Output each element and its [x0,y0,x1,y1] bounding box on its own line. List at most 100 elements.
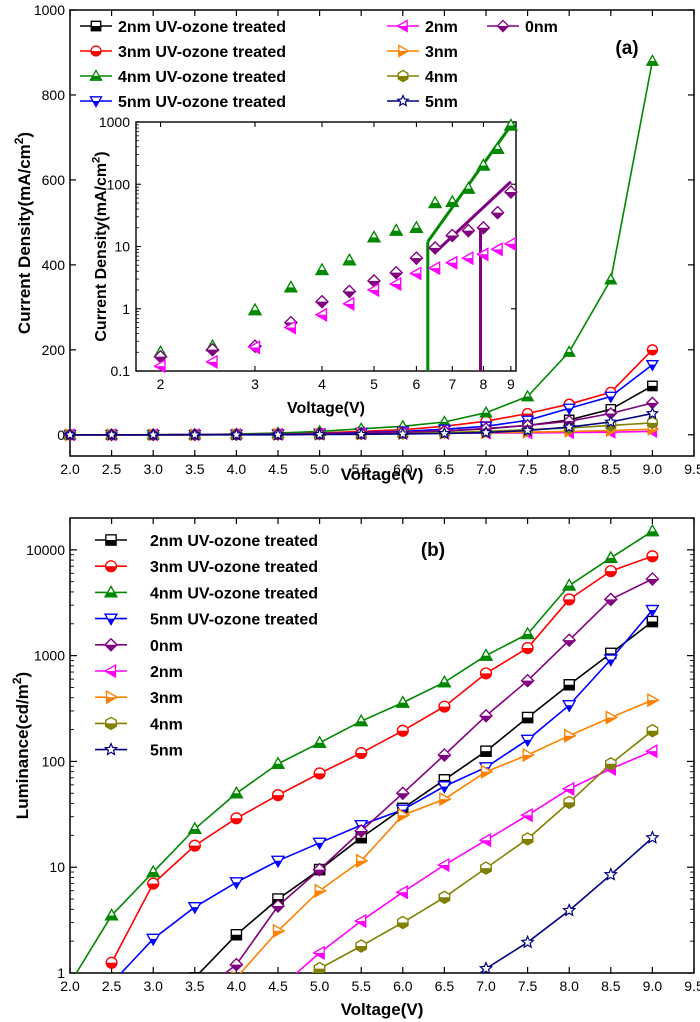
panel-b-point-shape [355,830,368,837]
panel-a-point-shape [229,427,244,441]
panel-a-xtick-label: 7.0 [476,461,496,477]
panel-b-point [520,734,535,748]
panel-b-point-shape [562,633,577,648]
panel-a-point [645,54,659,66]
panel-b-legend-marker [105,716,117,731]
panel-b-point [562,700,577,713]
panel-b-xtick-label: 3.0 [143,978,163,994]
panel-b-point [521,832,534,846]
panel-b-series-line [311,730,653,973]
panel-b-point [478,833,492,848]
panel-b-point-shape [230,812,243,825]
inset-point-shape [490,242,503,257]
panel-a-legend-marker-shape [396,93,410,107]
panel-b-point [354,824,369,838]
panel-b-point [272,923,286,938]
panel-a-point [520,423,535,437]
inset-point-shape [491,148,504,154]
panel-b-point-shape [397,915,409,930]
panel-b-point-shape [645,572,660,586]
panel-b-point [313,767,326,780]
inset-point [389,265,404,280]
panel-b-point-shape [397,922,408,929]
panel-b-point-shape [603,592,618,607]
panel-b-point-shape [230,929,243,941]
inset-point-shape [503,236,517,251]
panel-a-legend-label: 0nm [525,19,558,36]
panel-b-point-shape [146,933,161,947]
panel-b-point [645,830,660,844]
panel-b-point-shape [480,751,492,757]
panel-b-label: (b) [421,540,445,561]
panel-b-point-shape [647,693,660,708]
inset-point [366,282,380,298]
panel-b-point [188,839,201,852]
panel-b-point-shape [395,885,408,900]
inset-point-shape [429,202,442,208]
panel-b-point-shape [561,781,575,796]
panel-b-point-shape [522,838,533,845]
panel-b-legend-label: 0nm [150,638,183,655]
inset-point [247,302,263,316]
inset-point-shape [283,280,298,293]
panel-b-point [396,724,409,737]
panel-a-point-shape [563,351,575,357]
panel-b-point-shape [229,786,244,799]
inset-point-shape [461,181,476,194]
inset-point-shape [490,205,505,220]
inset-point-shape [314,307,328,322]
panel-b-xtick-label: 4.0 [227,978,247,994]
panel-b-point-shape [521,634,534,639]
panel-b-point [229,877,244,890]
panel-b-point-shape [604,557,617,563]
panel-b-point [105,956,118,969]
panel-a-legend-label: 3nm [425,44,458,61]
panel-a-point [562,403,576,416]
panel-b-point-shape [438,755,451,761]
panel-b-xtick-label: 8.5 [601,978,621,994]
panel-b: 2.0 2.5 3.0 3.5 4.0 4.5 5.0 5.5 6.0 6.5 7.0 7.5 8.0 8… [10,517,700,1019]
panel-a-point-shape [521,389,535,402]
panel-a-point-shape [607,396,614,402]
panel-b-point [146,864,161,878]
panel-b-point [395,786,410,801]
inset-point-shape [477,227,490,234]
panel-b-point-shape [104,908,119,921]
panel-b-point-shape [520,734,535,748]
panel-a-legend-marker [397,69,409,83]
inset-xtick-label: 7 [448,376,456,392]
panel-b-point-shape [646,724,659,738]
panel-a-point-shape [480,412,492,417]
panel-b-point-shape [356,837,367,843]
panel-b-point-shape [270,756,286,769]
panel-b-xtick-label: 7.5 [518,978,538,994]
inset-xtick-label: 4 [318,376,326,392]
panel-b-point-shape [230,964,243,971]
panel-a-ytick-label: 400 [42,257,66,273]
panel-b-point-shape [272,763,284,769]
panel-b-point-shape [396,793,409,800]
inset-ytick-label: 1 [122,301,130,317]
panel-b-point-shape [188,839,201,852]
panel-b-xtick-label: 2.5 [102,978,122,994]
panel-b-point [270,855,286,869]
panel-b-legend-marker-shape [105,592,117,597]
inset-point [476,158,491,171]
panel-b-ytick-label: 1 [57,965,65,981]
panel-b-point-shape [395,786,410,801]
panel-a-point-shape [604,414,618,428]
panel-a-point [104,427,119,441]
panel-b-point [562,578,577,591]
panel-b-ytick-label: 1000 [34,648,65,664]
panel-b-point-shape [604,757,617,771]
panel-a-point-shape [188,427,202,441]
panel-b-series-1 [105,550,659,969]
panel-b-point [646,724,659,738]
panel-a-legend-marker-shape [90,20,102,32]
inset-point-shape [342,284,357,299]
panel-b-point-shape [437,781,452,794]
inset-xtick-label: 6 [413,376,421,392]
inset-point [490,242,503,257]
panel-b-point [231,970,236,973]
panel-b-point-shape [146,864,161,878]
